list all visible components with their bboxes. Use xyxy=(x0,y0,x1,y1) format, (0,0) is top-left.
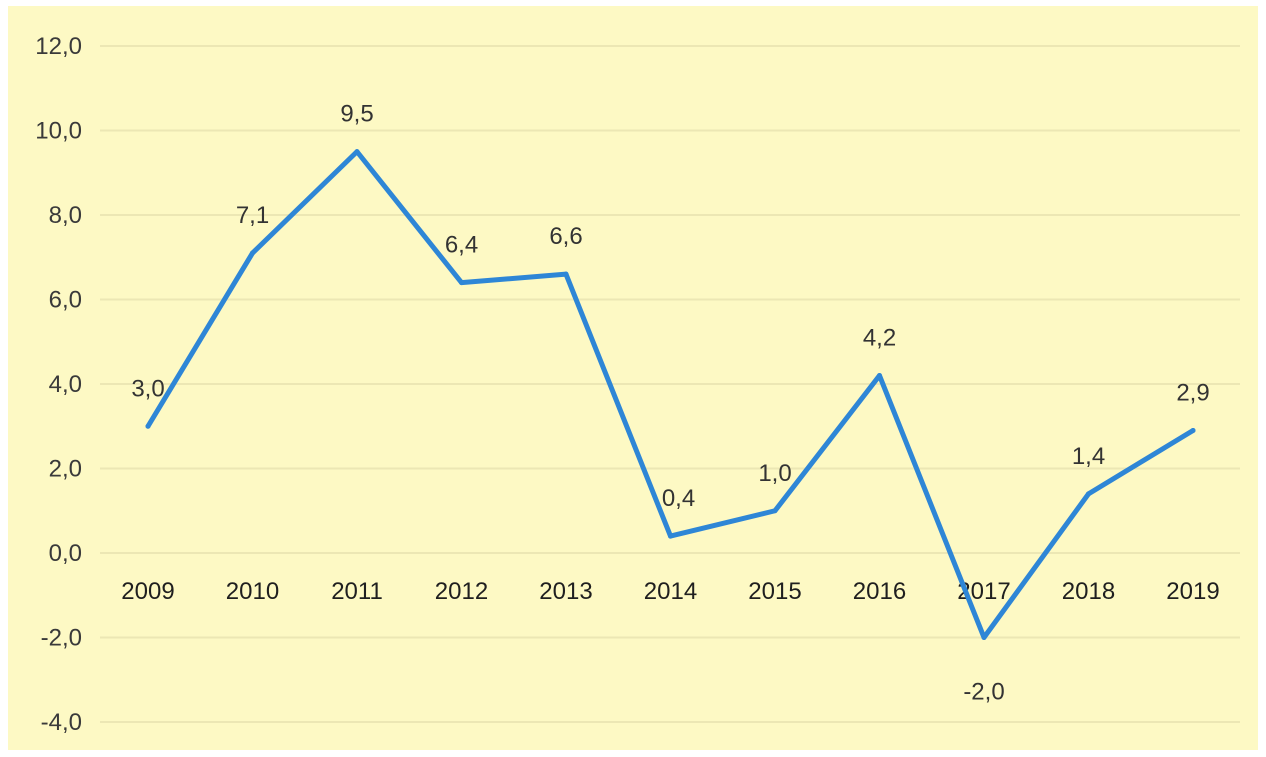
data-point xyxy=(772,508,778,514)
x-tick-label: 2012 xyxy=(435,578,488,605)
data-label: 3,0 xyxy=(131,375,164,402)
data-label: 1,4 xyxy=(1072,443,1105,470)
data-point xyxy=(145,423,151,429)
x-tick-label: 2014 xyxy=(644,578,697,605)
data-label: 4,2 xyxy=(863,325,896,352)
data-label: 1,0 xyxy=(758,460,791,487)
y-tick-label: -2,0 xyxy=(41,625,82,652)
y-tick-label: 0,0 xyxy=(49,540,82,567)
x-tick-label: 2009 xyxy=(121,578,174,605)
y-tick-label: 12,0 xyxy=(35,33,82,60)
data-label: -2,0 xyxy=(963,679,1004,706)
y-tick-label: 8,0 xyxy=(49,202,82,229)
x-tick-label: 2013 xyxy=(539,578,592,605)
y-tick-label: 4,0 xyxy=(49,371,82,398)
series-line xyxy=(145,149,1196,640)
x-tick-label: 2018 xyxy=(1062,578,1115,605)
y-tick-label: 2,0 xyxy=(49,456,82,483)
data-point xyxy=(668,533,673,539)
data-label: 0,4 xyxy=(662,485,695,512)
data-point xyxy=(563,271,569,277)
data-label: 9,5 xyxy=(340,101,373,128)
data-point xyxy=(877,373,882,379)
data-point xyxy=(354,149,360,155)
data-label: 2,9 xyxy=(1176,379,1209,406)
x-tick-label: 2016 xyxy=(853,578,906,605)
data-point xyxy=(1086,491,1091,497)
y-tick-label: 10,0 xyxy=(35,118,82,145)
x-tick-label: 2019 xyxy=(1166,578,1219,605)
data-point xyxy=(250,250,255,256)
data-point xyxy=(981,635,987,640)
data-label: 7,1 xyxy=(236,202,269,229)
data-point xyxy=(1190,427,1196,433)
data-label: 6,4 xyxy=(445,232,478,259)
y-tick-label: -4,0 xyxy=(41,709,82,736)
x-tick-label: 2010 xyxy=(226,578,279,605)
x-tick-label: 2015 xyxy=(748,578,801,605)
x-tick-label: 2011 xyxy=(331,578,383,605)
data-point xyxy=(459,280,464,286)
y-tick-label: 6,0 xyxy=(49,287,82,314)
data-label: 6,6 xyxy=(549,223,582,250)
